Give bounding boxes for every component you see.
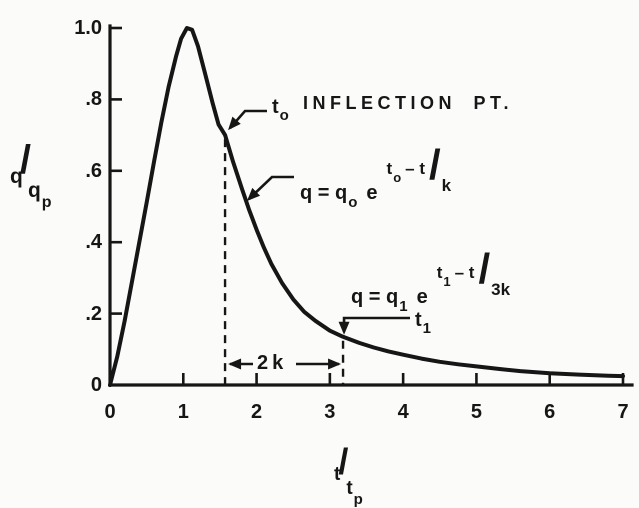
y-tick-label: 1.0 bbox=[74, 17, 102, 39]
t0-point-label: to bbox=[272, 96, 289, 123]
arrow-2k-right-head bbox=[328, 358, 342, 370]
y-tick-label: .6 bbox=[85, 159, 102, 182]
y-tick-label: .2 bbox=[85, 302, 102, 325]
arrow-t1-line bbox=[342, 316, 410, 332]
arrow-eq1-head bbox=[247, 187, 261, 201]
y-tick-label: .8 bbox=[85, 88, 102, 111]
eq1-lhs-subscript: o bbox=[348, 194, 358, 211]
recession-curve bbox=[108, 26, 625, 387]
eq1-denominator: k bbox=[441, 176, 452, 195]
eq2-exponent-sub: 1 bbox=[443, 274, 451, 289]
y-axis-label-denominator: q bbox=[27, 179, 41, 202]
eq2-exponent: t bbox=[436, 263, 443, 282]
eq2-lhs: q = q bbox=[351, 286, 399, 308]
arrow-2k-left-head bbox=[228, 358, 242, 370]
x-tick-label: 3 bbox=[324, 401, 336, 423]
x-axis-label: t/tp bbox=[334, 444, 363, 508]
y-tick-label: 0 bbox=[90, 374, 102, 396]
t0-label-main: t bbox=[272, 96, 279, 118]
recession-equation-surface: q = qo eto – t/k bbox=[300, 144, 452, 211]
x-tick-label: 7 bbox=[617, 401, 629, 423]
t1-point-label: t1 bbox=[415, 309, 431, 336]
y-axis-label-numerator: q bbox=[10, 165, 23, 188]
recession-equation-groundwater: q = q1 et1– t/3k bbox=[351, 248, 511, 315]
eq1-e: e bbox=[366, 182, 378, 204]
t1-label-main: t bbox=[415, 309, 422, 331]
inflection-point-label: INFLECTION PT. bbox=[303, 93, 513, 113]
t1-label-subscript: 1 bbox=[422, 320, 432, 337]
eq2-e: e bbox=[416, 286, 428, 308]
y-axis-label: q/qp bbox=[10, 140, 52, 211]
t0-label-subscript: o bbox=[279, 107, 289, 124]
eq1-exponent-sub: o bbox=[393, 170, 402, 185]
eq2-exponent-tail: – t bbox=[454, 263, 475, 282]
arrow-eq1-line bbox=[248, 175, 294, 200]
x-axis-label-slash: / bbox=[338, 441, 349, 482]
y-axis-label-slash: / bbox=[19, 138, 31, 182]
arrow-t1-head bbox=[338, 321, 350, 335]
eq1-exponent-tail: – t bbox=[405, 159, 425, 178]
x-tick-label: 2 bbox=[251, 401, 263, 423]
eq2-denominator: 3k bbox=[491, 280, 511, 299]
y-axis-label-subscript: p bbox=[41, 194, 52, 211]
eq1-divide-slash: / bbox=[429, 141, 441, 188]
x-tick-label: 0 bbox=[104, 401, 116, 423]
x-tick-label: 6 bbox=[544, 401, 556, 423]
x-axis-label-denominator: t bbox=[346, 478, 353, 499]
eq1-exponent: t bbox=[386, 159, 393, 178]
x-axis-label-numerator: t bbox=[334, 464, 341, 485]
x-axis-label-subscript: p bbox=[353, 491, 363, 508]
x-tick-label: 1 bbox=[177, 401, 189, 423]
y-tick-label: .4 bbox=[85, 231, 102, 254]
x-tick-label: 5 bbox=[470, 401, 482, 423]
recession-interval-label: 2k bbox=[257, 352, 288, 374]
x-tick-label: 4 bbox=[397, 401, 409, 423]
eq2-divide-slash: / bbox=[478, 245, 491, 292]
eq2-lhs-subscript: 1 bbox=[399, 298, 408, 315]
eq1-lhs: q = q bbox=[300, 182, 348, 204]
arrow-t0-head bbox=[228, 116, 241, 131]
